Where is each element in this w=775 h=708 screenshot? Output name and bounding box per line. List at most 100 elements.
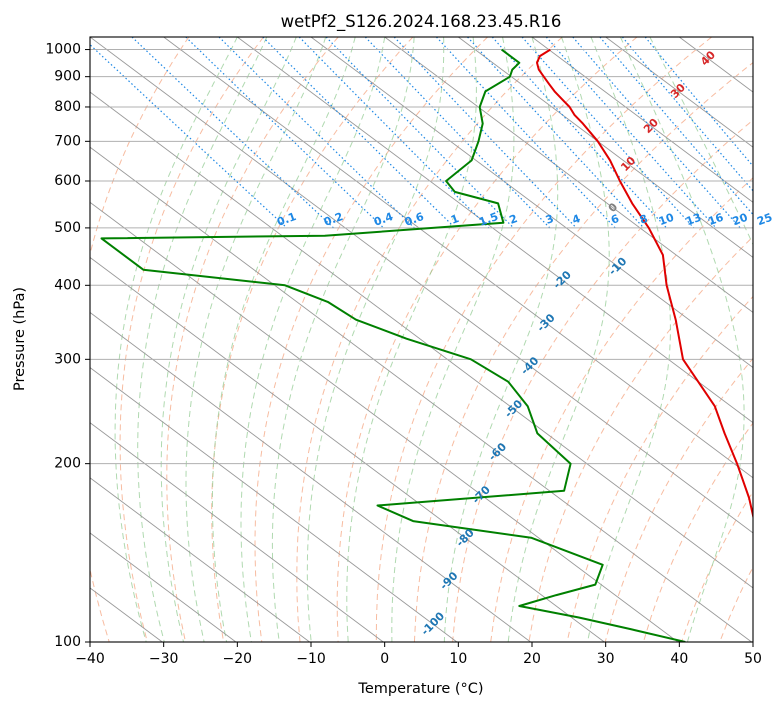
dry-adiabat-line xyxy=(90,37,190,642)
y-tick-label: 500 xyxy=(54,220,81,236)
mixing-ratio-line xyxy=(325,37,515,229)
x-tick-label: 40 xyxy=(670,651,688,667)
mixing-ratio-line xyxy=(90,43,288,229)
mixing-ratio-label: 1 xyxy=(449,212,461,227)
mixing-ratio-label: 20 xyxy=(731,211,750,229)
skewed-isotherm-line xyxy=(458,37,753,258)
skewed-isotherm-line xyxy=(90,311,531,642)
mixing-ratio-line xyxy=(262,37,456,229)
mixing-ratio-label: 0.2 xyxy=(322,210,345,229)
mixing-ratio-line xyxy=(393,37,577,229)
mixing-ratio-label: 16 xyxy=(706,211,725,229)
dry-adiabat-line xyxy=(336,37,638,642)
skewed-isotherm-line xyxy=(90,37,753,534)
y-tick-label: 400 xyxy=(54,277,81,293)
mixing-ratio-label: 10 xyxy=(657,211,676,229)
mixing-ratio-label: 25 xyxy=(755,211,774,228)
moist-adiabat-line xyxy=(391,37,515,642)
y-tick-label: 300 xyxy=(54,351,81,367)
skewed-isotherm-line xyxy=(90,91,753,589)
moist-adiabat-line xyxy=(306,37,445,642)
y-tick-label: 800 xyxy=(54,99,81,115)
dry-adiabat-line xyxy=(604,357,753,642)
dry-adiabat-line xyxy=(166,37,339,642)
mixing-ratio-line xyxy=(521,37,695,229)
y-tick-label: 100 xyxy=(54,634,81,650)
skewed-isotherm-line xyxy=(163,37,753,479)
moist-adiabat-line xyxy=(443,37,559,642)
mixing-ratio-line xyxy=(491,37,667,229)
mixing-ratio-line xyxy=(131,37,335,229)
moist-adiabat-line xyxy=(211,37,356,642)
mixing-ratio-label: 13 xyxy=(684,211,703,228)
skewed-isotherm-line xyxy=(90,477,310,642)
x-axis: −40 −30 −20 −10 0 10 20 30 40 50 xyxy=(75,642,762,667)
skewed-isotherm-line xyxy=(384,37,753,314)
dewpoint-profile-line xyxy=(100,48,686,642)
moist-adiabat-line xyxy=(160,37,297,642)
moist-adiabat-line xyxy=(587,37,671,642)
skewed-isotherm-line xyxy=(237,37,753,424)
dry-adiabat-line xyxy=(490,177,753,642)
mixing-ratio-line xyxy=(545,37,717,229)
skewed-isotherm-line xyxy=(90,146,752,642)
x-tick-label: −20 xyxy=(223,651,253,667)
x-tick-label: −40 xyxy=(75,651,105,667)
mixing-ratio-label: 1.5 xyxy=(477,210,500,229)
x-tick-label: 0 xyxy=(380,651,389,667)
mixing-ratio-label: 3 xyxy=(544,212,556,227)
mixing-ratio-labels: 0.10.20.40.611.52346810131620253036 xyxy=(275,210,774,229)
chart-title: wetPf2_S126.2024.168.23.45.R16 xyxy=(281,12,562,32)
skewed-isotherm-line xyxy=(310,37,753,369)
mixing-ratio-label: 6 xyxy=(609,212,621,227)
mixing-ratio-label: 8 xyxy=(638,212,650,227)
moist-adiabat-line xyxy=(649,37,753,246)
dry-adiabat-line xyxy=(119,37,264,642)
x-tick-label: 30 xyxy=(597,651,615,667)
mixing-ratio-line xyxy=(435,37,616,229)
mixing-ratio-line xyxy=(364,37,551,229)
dry-adiabat-line xyxy=(566,295,753,642)
mixing-ratio-label: 0.6 xyxy=(403,210,426,229)
skewed-isotherm-line xyxy=(90,256,605,642)
x-tick-label: 50 xyxy=(744,651,762,667)
x-tick-label: −30 xyxy=(149,651,179,667)
y-tick-label: 600 xyxy=(54,173,81,189)
y-tick-label: 700 xyxy=(54,133,81,149)
mixing-ratio-line xyxy=(298,37,490,229)
dry-adiabat-line xyxy=(413,62,753,642)
mixing-ratio-label: 0.1 xyxy=(275,210,298,229)
moist-adiabat-line xyxy=(114,37,238,642)
mixing-ratio-label: 4 xyxy=(570,212,582,227)
y-axis: 100 200 300 400 500 600 700 800 900 1000 xyxy=(45,42,90,650)
x-tick-label: 20 xyxy=(523,651,541,667)
moist-adiabat-line xyxy=(185,37,327,642)
mixing-ratio-label: 0.4 xyxy=(372,210,395,229)
dry-adiabat-line xyxy=(254,37,488,642)
mixing-ratio-line xyxy=(185,37,385,229)
skewed-isotherm-line xyxy=(531,37,753,203)
moist-adiabat-line xyxy=(137,37,268,642)
mixing-ratio-label: 2 xyxy=(508,212,520,227)
x-tick-label: −10 xyxy=(296,651,326,667)
dry-adiabat-line xyxy=(296,37,563,642)
skewed-isotherm-line xyxy=(605,37,753,148)
moist-adiabat-line xyxy=(507,37,610,642)
y-tick-label: 200 xyxy=(54,456,81,472)
skewed-isotherm-line xyxy=(90,422,384,642)
moist-adiabat-line xyxy=(619,37,745,642)
y-tick-label: 1000 xyxy=(45,42,81,58)
dry-adiabat-line xyxy=(528,235,753,642)
plot-frame xyxy=(89,36,754,643)
moist-adiabat-line xyxy=(346,37,477,642)
temperature-profile-line xyxy=(536,48,753,520)
skewed-isotherm-line xyxy=(90,367,458,642)
mixing-ratio-line xyxy=(218,37,415,229)
background-reference-lines xyxy=(90,37,753,642)
x-axis-label: Temperature (°C) xyxy=(357,681,483,697)
y-tick-label: 900 xyxy=(54,69,81,85)
y-axis-label: Pressure (hPa) xyxy=(12,287,28,391)
pressure-grid xyxy=(90,49,753,642)
